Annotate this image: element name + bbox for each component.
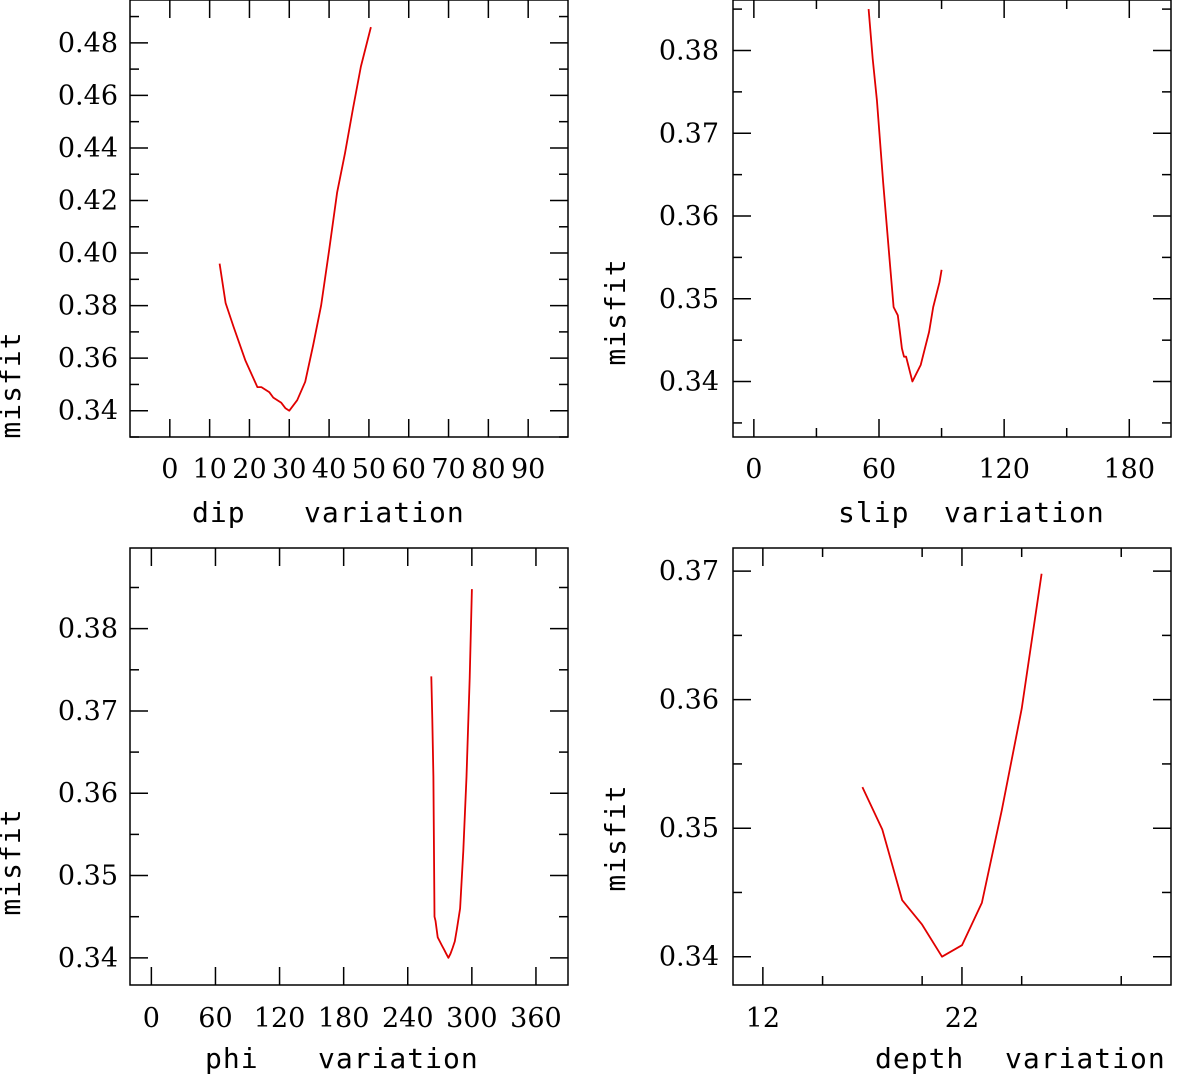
x-tick-label: 0 [745, 454, 762, 485]
phi-variation-panel: 0 60 120 180 240 300 360 0.34 0.35 0.36 0.37 0.38 mi… [0, 547, 569, 1075]
y-axis-title: misfit [599, 784, 632, 891]
x-axis-title-variation: variation [318, 1042, 479, 1075]
x-tick-label: 360 [510, 1003, 562, 1034]
y-tick-label: 0.35 [659, 813, 719, 844]
y-tick-label: 0.35 [659, 284, 719, 315]
x-axis-title-name: dip [192, 496, 246, 529]
x-tick-label: 60 [392, 454, 426, 485]
x-axis-title-variation: variation [304, 496, 465, 529]
slip-variation-panel: 0 60 120 180 0.34 0.35 0.36 0.37 0.38 misfit slip v… [599, 0, 1172, 529]
x-tick-label: 20 [232, 454, 266, 485]
x-tick-label: 180 [318, 1003, 370, 1034]
x-tick-label: 0 [161, 454, 178, 485]
x-tick-label: 30 [272, 454, 306, 485]
y-tick-label: 0.37 [659, 556, 719, 587]
x-tick-label: 180 [1104, 454, 1156, 485]
y-tick-label: 0.46 [58, 80, 118, 111]
x-tick-label: 50 [352, 454, 386, 485]
y-tick-label: 0.36 [58, 343, 118, 374]
x-tick-label: 240 [382, 1003, 434, 1034]
y-tick-label: 0.38 [659, 35, 719, 66]
y-tick-label: 0.35 [58, 861, 118, 892]
x-tick-label: 40 [312, 454, 346, 485]
x-tick-label: 90 [511, 454, 545, 485]
x-tick-label: 120 [254, 1003, 306, 1034]
y-tick-label: 0.36 [58, 778, 118, 809]
x-axis-title-variation: variation [944, 496, 1105, 529]
y-axis-title: misfit [0, 331, 27, 438]
y-tick-label: 0.34 [659, 367, 719, 398]
y-tick-label: 0.40 [58, 238, 118, 269]
x-tick-label: 10 [192, 454, 226, 485]
x-tick-label: 60 [198, 1003, 232, 1034]
misfit-curve [861, 573, 1043, 958]
x-tick-label: 120 [978, 454, 1030, 485]
y-axis-title: misfit [0, 808, 27, 915]
x-tick-label: 60 [862, 454, 896, 485]
x-tick-label: 70 [431, 454, 465, 485]
y-tick-label: 0.42 [58, 185, 118, 216]
y-tick-label: 0.34 [659, 942, 719, 973]
y-axis-title: misfit [599, 258, 632, 365]
misfit-curve [218, 26, 372, 412]
x-tick-label: 0 [143, 1003, 160, 1034]
plot-frame [732, 0, 1172, 438]
x-tick-label: 22 [945, 1003, 979, 1034]
misfit-curve [867, 9, 943, 383]
y-tick-label: 0.38 [58, 614, 118, 645]
depth-variation-panel: 12 22 0.34 0.35 0.36 0.37 misfit depth variation [599, 547, 1172, 1075]
x-axis-title-name: depth [875, 1042, 964, 1075]
x-tick-label: 12 [746, 1003, 780, 1034]
y-tick-label: 0.36 [659, 201, 719, 232]
y-tick-label: 0.44 [58, 133, 118, 164]
plot-frame [129, 0, 569, 438]
y-tick-label: 0.34 [58, 943, 118, 974]
x-tick-label: 300 [446, 1003, 498, 1034]
y-tick-label: 0.37 [659, 118, 719, 149]
plot-frame [732, 547, 1172, 986]
dip-variation-panel: 0 10 20 30 40 50 60 70 80 90 0.34 0.36 0.38 0.40 0.42 0… [0, 0, 569, 529]
y-tick-label: 0.36 [659, 685, 719, 716]
y-tick-label: 0.34 [58, 396, 118, 427]
y-tick-label: 0.37 [58, 696, 118, 727]
x-tick-label: 80 [471, 454, 505, 485]
x-axis-title-name: phi [205, 1042, 259, 1075]
plot-frame [129, 547, 569, 986]
x-axis-title-name: slip [838, 496, 909, 529]
x-axis-title-variation: variation [1005, 1042, 1166, 1075]
misfit-curve [430, 589, 473, 959]
y-tick-label: 0.48 [58, 28, 118, 59]
y-tick-label: 0.38 [58, 291, 118, 322]
